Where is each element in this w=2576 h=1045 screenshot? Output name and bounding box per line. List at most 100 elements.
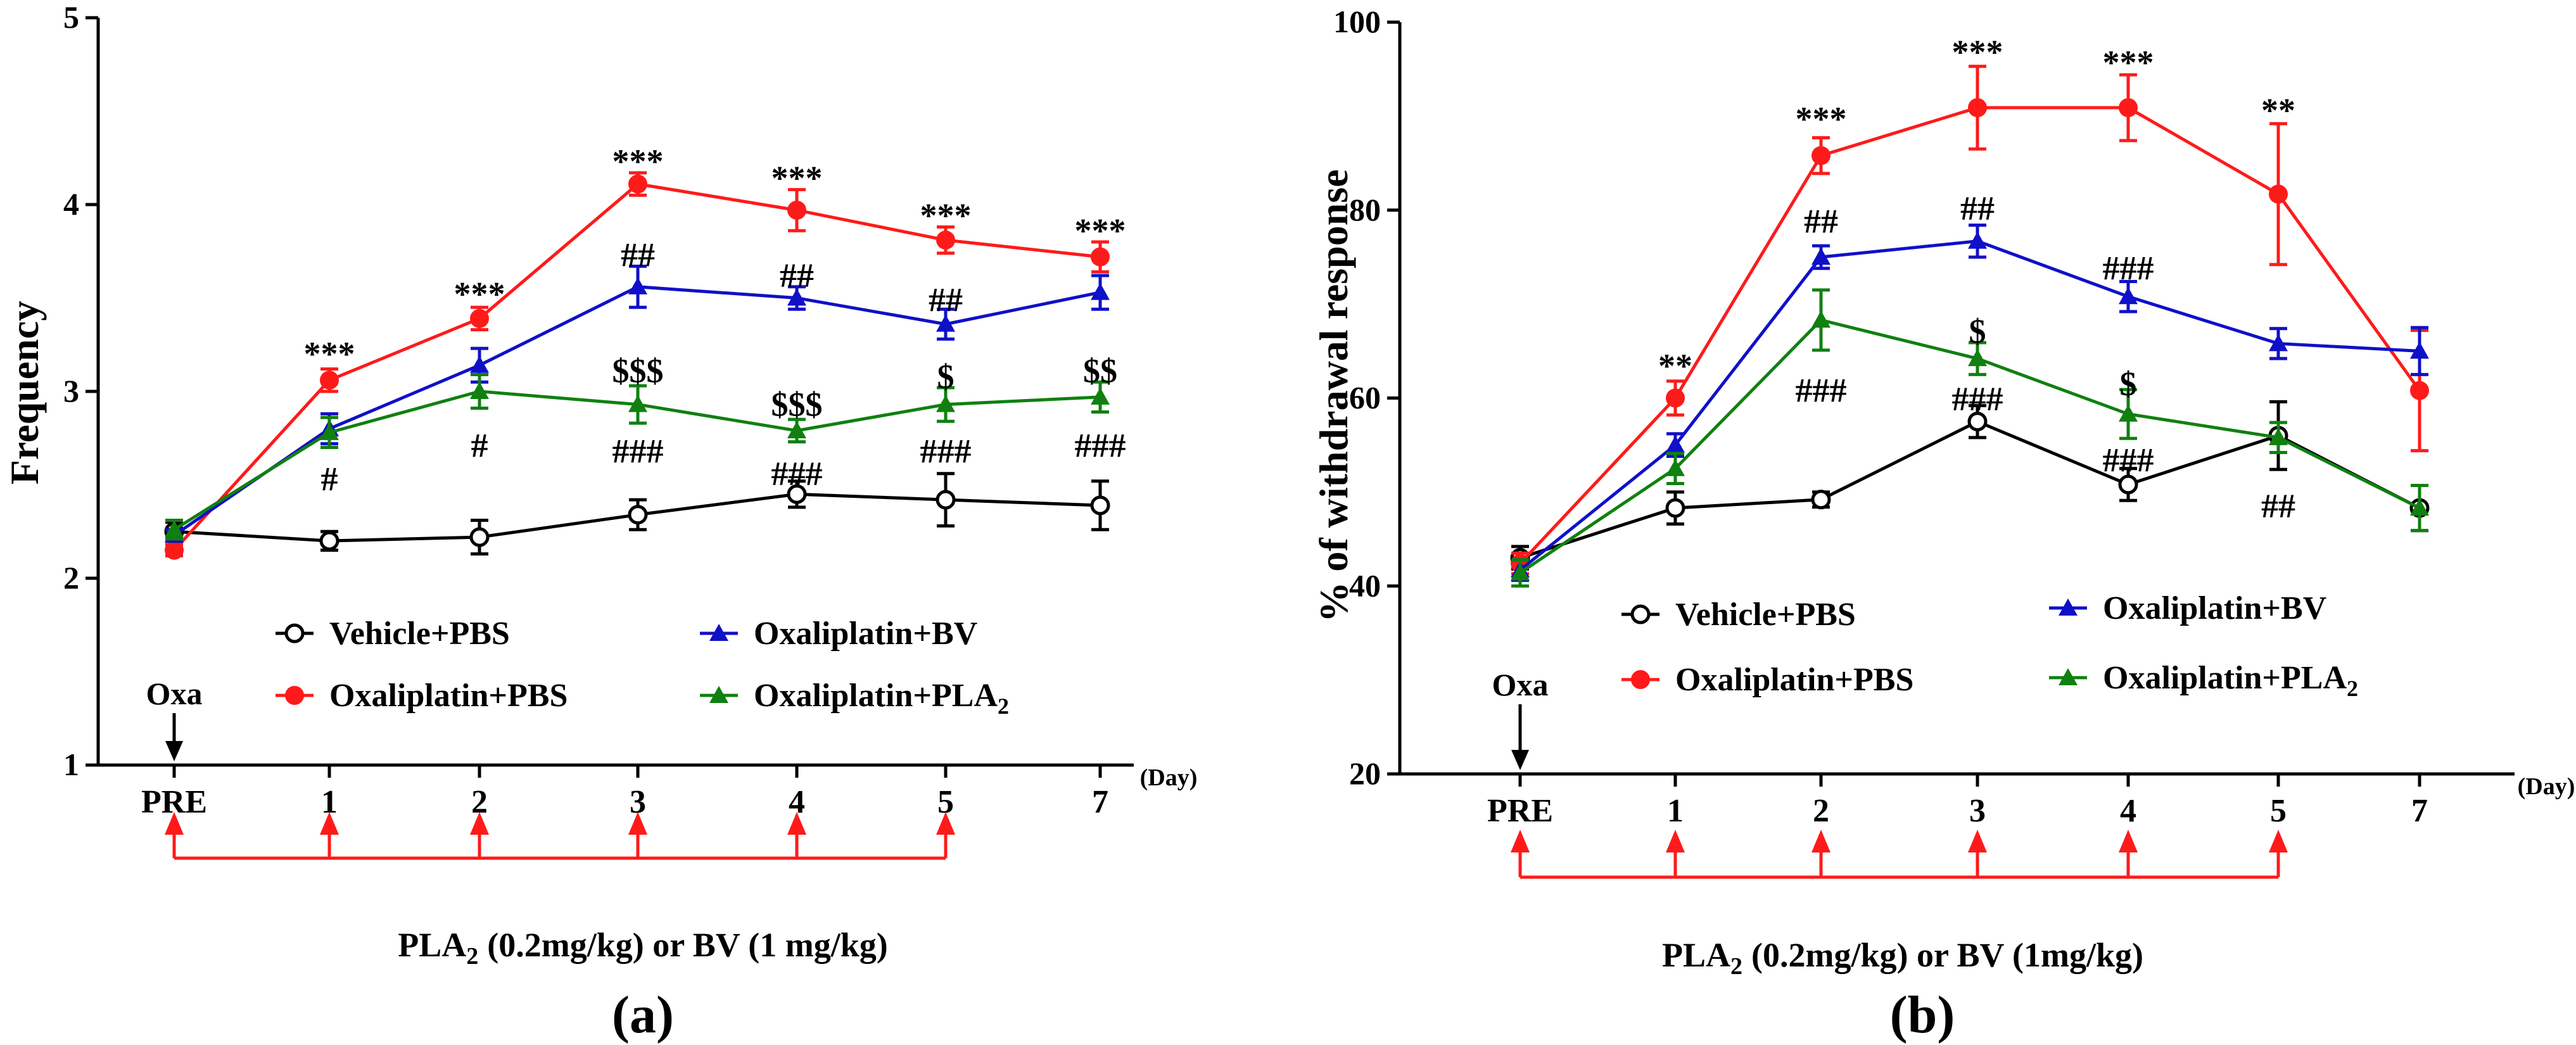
significance-mark: $$$ — [612, 352, 664, 390]
treatment-label-text: (0.2mg/kg) or BV (1mg/kg) — [1751, 936, 2143, 974]
significance-mark: ### — [612, 432, 664, 470]
data-point-oxa_pbs — [628, 174, 647, 194]
legend-marker — [709, 624, 728, 641]
legend-entry-oxa_pbs: Oxaliplatin+PBS — [276, 678, 568, 714]
y-axis-label: Frequency — [2, 301, 47, 484]
legend-entry-vehicle: Vehicle+PBS — [276, 616, 510, 652]
x-unit-label: (Day) — [1140, 764, 1198, 791]
significance-mark: ### — [920, 432, 972, 470]
significance-mark: ## — [621, 236, 655, 274]
significance-mark: ### — [1796, 372, 1847, 410]
data-point-vehicle — [2118, 474, 2138, 495]
y-tick-label: 3 — [63, 373, 79, 408]
data-point-oxa_pla2 — [165, 520, 184, 538]
series-oxa_pbs — [165, 171, 1110, 560]
legend-entry-oxa_pla2: Oxaliplatin+PLA2 — [700, 678, 1009, 719]
y-tick-label: 100 — [1333, 4, 1381, 39]
data-point-oxa_bv — [787, 288, 806, 306]
significance-mark: $ — [2120, 365, 2137, 403]
legend-label: Oxaliplatin+BV — [2103, 590, 2326, 626]
x-tick-label: 7 — [2411, 793, 2428, 829]
legend-label-base: Oxaliplatin+PLA — [2103, 660, 2347, 696]
data-point-oxa_pbs — [1968, 98, 1987, 118]
panel-label: (a) — [612, 985, 674, 1044]
data-point-oxa_bv — [936, 314, 955, 332]
significance-mark: *** — [1796, 100, 1847, 138]
data-point-oxa_pla2 — [470, 382, 489, 399]
x-tick-label: 4 — [2120, 793, 2136, 829]
data-point-oxa_pla2 — [1811, 310, 1830, 328]
legend-entry-oxa_bv: Oxaliplatin+BV — [700, 616, 977, 652]
y-tick-label: 2 — [63, 560, 79, 595]
significance-mark: *** — [920, 197, 972, 235]
data-point-oxa_bv — [1811, 247, 1830, 265]
treatment-label: PLA2 (0.2mg/kg) or BV (1 mg/kg) — [398, 926, 888, 970]
oxa-label: Oxa — [1492, 667, 1549, 702]
data-point-vehicle — [1811, 490, 1831, 510]
significance-mark: *** — [2103, 44, 2154, 82]
data-point-oxa_pla2 — [1091, 387, 1110, 405]
data-point-oxa_pla2 — [320, 422, 339, 440]
treatment-arrow-head — [1666, 830, 1685, 852]
data-point-vehicle — [469, 527, 490, 547]
data-point-vehicle — [1090, 495, 1110, 516]
data-point-oxa_pbs — [2410, 381, 2429, 400]
oxa-arrow-head — [1511, 750, 1529, 770]
data-point-oxa_pbs — [1666, 388, 1685, 408]
x-tick-label: 5 — [2270, 793, 2287, 829]
significance-mark: ## — [929, 281, 963, 319]
significance-mark: ### — [2103, 250, 2154, 288]
legend-label: Oxaliplatin+PBS — [329, 678, 568, 714]
legend-label: Oxaliplatin+BV — [754, 616, 977, 652]
significance-mark: *** — [1952, 33, 2003, 71]
treatment-arrow-head — [470, 812, 489, 835]
significance-mark: ## — [780, 256, 814, 294]
y-axis-label: % of withdrawal response — [1311, 169, 1356, 622]
treatment-label-sub: 2 — [466, 943, 478, 970]
treatment-arrow-head — [165, 812, 184, 835]
significance-mark: ## — [2261, 487, 2295, 525]
legend-entry-vehicle: Vehicle+PBS — [1621, 597, 1856, 633]
significance-mark: *** — [454, 276, 505, 314]
y-tick-label: 40 — [1349, 567, 1381, 603]
legend-marker — [285, 686, 304, 705]
data-point-oxa_bv — [2119, 287, 2138, 305]
legend-label-base: Oxaliplatin+PLA — [754, 678, 998, 714]
significance-mark: ### — [771, 455, 823, 493]
data-point-oxa_pla2 — [936, 395, 955, 412]
treatment-arrow-head — [787, 812, 806, 835]
data-point-oxa_pbs — [470, 308, 489, 328]
significance-mark: $$ — [1083, 352, 1117, 390]
legend-label: Vehicle+PBS — [1675, 597, 1856, 633]
legend-label: Oxaliplatin+PLA2 — [2103, 660, 2358, 701]
panel-b-chart: 20 40 60 80 100 PRE 1 2 3 4 5 7 (Day) % of withdrawal… — [1311, 4, 2575, 1044]
data-point-vehicle — [1665, 498, 1685, 518]
series-oxa_pla2 — [165, 372, 1110, 541]
data-point-oxa_pbs — [1811, 146, 1830, 165]
data-point-oxa_pbs — [2269, 184, 2288, 204]
legend-entry-oxa_pla2: Oxaliplatin+PLA2 — [2049, 660, 2358, 701]
data-point-oxa_bv — [470, 355, 489, 373]
significance-mark: ### — [1952, 380, 2003, 418]
significance-mark: ** — [1658, 347, 1692, 385]
data-point-vehicle — [787, 484, 807, 504]
treatment-arrow-head — [1968, 830, 1987, 852]
data-point-oxa_bv — [2269, 334, 2288, 352]
significance-mark: ### — [1075, 427, 1126, 465]
x-tick-label: 7 — [1092, 784, 1108, 820]
treatment-arrow-head — [628, 812, 647, 835]
data-point-oxa_pla2 — [787, 421, 806, 438]
data-point-oxa_pbs — [165, 540, 184, 560]
treatment-arrow-head — [1511, 830, 1530, 852]
data-point-oxa_pbs — [787, 200, 806, 220]
legend-label: Oxaliplatin+PBS — [1675, 662, 1913, 698]
significance-mark: ## — [1804, 203, 1838, 241]
data-point-oxa_pbs — [1091, 247, 1110, 267]
x-unit-label: (Day) — [2518, 773, 2575, 800]
oxa-arrow-head — [165, 741, 183, 761]
x-tick-label: 3 — [1969, 793, 1986, 829]
y-tick-label: 4 — [63, 186, 79, 222]
oxa-label: Oxa — [146, 676, 203, 711]
significance-mark: *** — [771, 160, 823, 198]
